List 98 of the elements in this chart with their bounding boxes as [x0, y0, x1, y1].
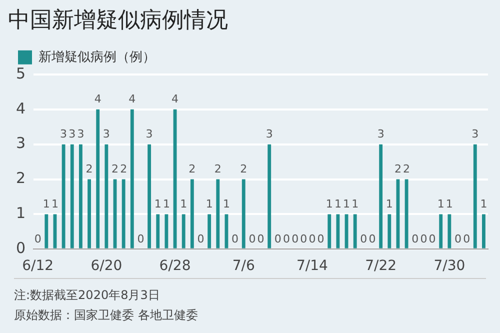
- data-label: 0: [34, 232, 42, 246]
- bar: [62, 144, 66, 248]
- data-label: 0: [197, 232, 204, 246]
- data-label: 4: [94, 92, 102, 106]
- data-label: 1: [42, 198, 50, 211]
- bar: [448, 214, 452, 248]
- bar: [379, 144, 383, 248]
- y-tick-label: 0: [16, 239, 26, 258]
- data-label: 0: [428, 232, 436, 246]
- data-label: 0: [308, 232, 316, 246]
- data-label: 1: [446, 198, 453, 211]
- chart-title: 中国新增疑似病例情况: [8, 8, 228, 33]
- data-label: 2: [188, 162, 196, 176]
- data-label: 0: [412, 232, 419, 246]
- bar: [242, 179, 246, 248]
- data-label: 1: [206, 198, 213, 211]
- bar: [353, 214, 357, 248]
- data-label: 0: [257, 232, 264, 246]
- bar: [122, 179, 126, 248]
- x-tick-label: 6/20: [90, 258, 122, 274]
- bar: [156, 214, 160, 248]
- y-tick-label: 1: [16, 204, 26, 222]
- data-label: 3: [102, 128, 110, 141]
- data-label: 1: [437, 198, 444, 211]
- data-label: 3: [68, 128, 76, 141]
- text: 原始数据：国家卫健委 各地卫健委: [14, 307, 199, 324]
- data-label: 0: [360, 232, 368, 246]
- data-label: 2: [120, 162, 128, 176]
- bar: [388, 214, 392, 248]
- data-label: 3: [472, 128, 479, 141]
- y-tick-label: 5: [16, 64, 26, 82]
- data-label: 0: [274, 232, 282, 246]
- data-label: 0: [463, 232, 470, 246]
- data-label: 1: [180, 198, 188, 211]
- x-tick-label: 7/30: [434, 258, 466, 274]
- data-label: 0: [317, 232, 324, 246]
- data-label: 0: [292, 232, 299, 246]
- y-tick-label: 3: [16, 134, 26, 152]
- data-label: 0: [248, 232, 256, 246]
- data-label: 1: [343, 198, 350, 211]
- data-label: 2: [112, 162, 119, 176]
- data-label: 3: [266, 128, 273, 141]
- x-tick-label: 7/22: [365, 258, 397, 274]
- bar: [404, 179, 408, 248]
- legend-label: 新增疑似病例（例）: [38, 50, 156, 65]
- data-label: 1: [386, 198, 393, 211]
- x-tick-label: 6/28: [159, 258, 191, 274]
- bar: [148, 144, 152, 248]
- data-label: 4: [172, 92, 179, 106]
- bar: [96, 109, 100, 248]
- bar: [78, 144, 82, 248]
- data-label: 1: [352, 198, 359, 211]
- data-label: 1: [334, 198, 342, 211]
- data-label: 1: [162, 198, 170, 211]
- data-label: 3: [77, 128, 84, 141]
- x-tick-label: 7/14: [296, 258, 328, 274]
- bar: [190, 179, 194, 248]
- data-label: 0: [282, 232, 290, 246]
- bar: [182, 214, 186, 248]
- bar: [164, 214, 168, 248]
- bar: [328, 214, 332, 248]
- text: 注:数据截至2020年8月3日: [14, 287, 161, 304]
- data-label: 1: [154, 198, 162, 211]
- bar: [439, 214, 443, 248]
- bar: [216, 179, 220, 248]
- data-label: 0: [300, 232, 308, 246]
- bar: [208, 214, 212, 248]
- data-label: 1: [222, 198, 230, 211]
- data-label: 1: [51, 198, 58, 211]
- data-label: 0: [454, 232, 462, 246]
- data-label: 0: [137, 232, 144, 246]
- data-label: 2: [403, 162, 410, 176]
- data-label: 2: [240, 162, 248, 176]
- bar: [88, 179, 91, 248]
- data-label: 1: [480, 198, 488, 211]
- x-tick-label: 7/6: [232, 258, 255, 274]
- data-label: 2: [394, 162, 402, 176]
- bar: [268, 144, 272, 248]
- data-label: 3: [60, 128, 68, 141]
- bar: [473, 144, 477, 248]
- bar: [70, 144, 74, 248]
- data-label: 1: [326, 198, 333, 211]
- data-label: 2: [214, 162, 222, 176]
- bar: [336, 214, 340, 248]
- y-tick-label: 2: [16, 169, 26, 188]
- bar: [104, 144, 108, 248]
- data-label: 2: [86, 162, 93, 176]
- bar: [482, 214, 486, 248]
- data-label: 3: [146, 128, 153, 141]
- data-label: 0: [420, 232, 428, 246]
- x-tick-label: 6/12: [22, 258, 54, 274]
- data-label: 0: [232, 232, 239, 246]
- bar: [44, 214, 48, 248]
- data-label: 0: [368, 232, 376, 246]
- bar: [130, 109, 134, 248]
- data-label: 4: [128, 92, 136, 106]
- y-tick-label: 4: [16, 99, 26, 118]
- data-label: 3: [377, 128, 384, 141]
